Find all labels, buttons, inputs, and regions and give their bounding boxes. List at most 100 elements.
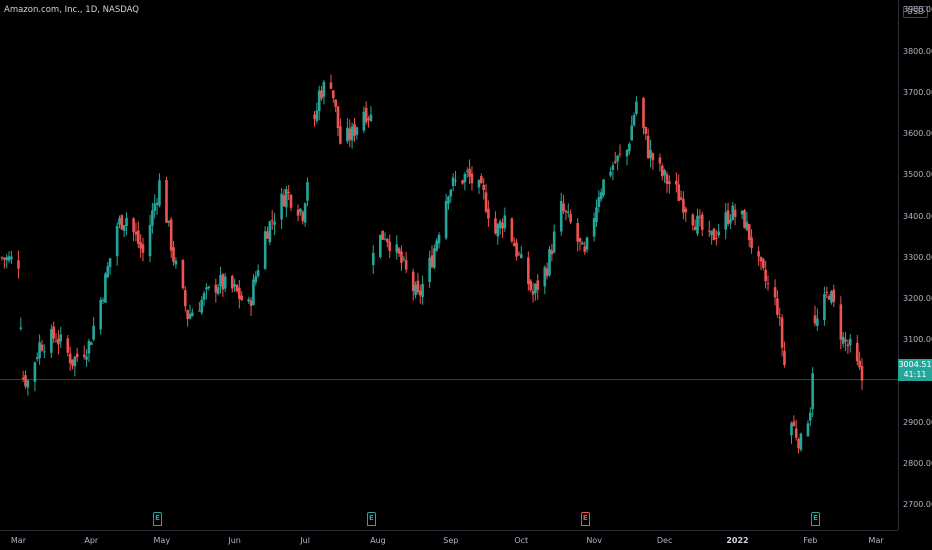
candle-body <box>172 247 175 262</box>
candle-body <box>367 118 370 121</box>
candle-body <box>794 428 798 438</box>
candle-body <box>726 210 730 225</box>
candle-body <box>122 225 126 231</box>
time-tick-label: Dec <box>656 536 673 545</box>
candle-body <box>3 257 6 260</box>
candle-body <box>682 199 685 213</box>
time-scale[interactable] <box>0 530 898 550</box>
candle-body <box>677 184 681 201</box>
candle-body <box>759 256 763 262</box>
candle-body <box>92 325 95 340</box>
time-tick-label: Jun <box>228 536 241 545</box>
candle-body <box>578 237 582 242</box>
candle-body <box>71 359 74 366</box>
candle-body <box>285 189 288 208</box>
candle-body <box>569 213 572 223</box>
candle-body <box>395 244 399 253</box>
candle-body <box>743 210 746 228</box>
candle-body <box>444 200 448 239</box>
candle-body <box>186 310 189 320</box>
candle-body <box>348 128 352 140</box>
candle-body <box>40 344 44 351</box>
candle-body <box>827 296 831 300</box>
candle-body <box>696 215 699 234</box>
price-tick-label: 3200.00 <box>903 294 932 304</box>
price-scale[interactable] <box>898 0 932 530</box>
candle-body <box>712 228 716 241</box>
time-tick-label: Nov <box>586 536 602 545</box>
candle-body <box>155 202 159 205</box>
bar-countdown: 41:11 <box>903 370 927 379</box>
candle-body <box>339 126 342 144</box>
earnings-marker-icon[interactable]: E <box>580 512 590 526</box>
price-tick-label: 3600.00 <box>903 129 932 139</box>
price-tick-label: 3400.00 <box>903 211 932 221</box>
candle-body <box>207 286 211 289</box>
candle-body <box>750 237 753 249</box>
candle-body <box>487 208 490 219</box>
candle-body <box>240 295 243 301</box>
candle-body <box>856 342 859 362</box>
candle-body <box>611 165 615 170</box>
candle-body <box>766 283 770 285</box>
candle-body <box>576 223 579 242</box>
candle-body <box>59 334 63 342</box>
symbol-title[interactable]: Amazon.com, Inc., 1D, NASDAQ <box>4 5 139 15</box>
candle-body <box>613 161 617 163</box>
candle-body <box>724 212 728 230</box>
candle-body <box>534 283 537 294</box>
candle-body <box>313 114 316 119</box>
candle-body <box>183 290 187 307</box>
earnings-marker-icon[interactable]: E <box>153 512 163 526</box>
candle-body <box>710 230 713 236</box>
candle-body <box>404 260 408 270</box>
earnings-marker-icon[interactable]: E <box>366 512 376 526</box>
time-tick-label: Aug <box>370 536 386 545</box>
candle-body <box>73 356 77 367</box>
candle-body <box>658 157 662 164</box>
candle-body <box>809 412 812 421</box>
candle-body <box>776 298 779 315</box>
candle-body <box>230 275 234 289</box>
candle-body <box>87 341 91 354</box>
candle-body <box>350 126 354 141</box>
candle-body <box>188 313 192 319</box>
earnings-marker-icon[interactable]: E <box>811 512 820 526</box>
candle-body <box>691 214 695 226</box>
candle-body <box>806 423 810 437</box>
candle-body <box>5 257 8 261</box>
candle-body <box>50 329 53 353</box>
candle-body <box>296 209 300 216</box>
candle-body <box>134 231 138 235</box>
candle-body <box>136 230 140 244</box>
candle-body <box>153 203 157 211</box>
time-tick-label: Mar <box>868 536 884 545</box>
candle-body <box>369 114 373 122</box>
candle-body <box>411 271 415 292</box>
candle-body <box>797 439 800 449</box>
currency-badge[interactable]: USD <box>903 6 929 18</box>
candlestick-chart[interactable] <box>0 0 898 530</box>
candle-body <box>510 218 514 242</box>
candle-body <box>527 257 530 285</box>
candle-body <box>501 222 504 229</box>
candle-body <box>249 300 253 306</box>
price-tick-label: 3700.00 <box>903 87 932 97</box>
candle-body <box>449 189 453 197</box>
candle-body <box>823 293 826 321</box>
candle-body <box>496 224 500 237</box>
candle-body <box>289 194 293 208</box>
candle-body <box>181 260 185 289</box>
candle-body <box>825 291 829 293</box>
price-tick-label: 2800.00 <box>903 459 932 468</box>
candle-body <box>731 205 735 220</box>
candle-body <box>17 260 20 269</box>
candle-body <box>684 208 688 213</box>
candle-body <box>665 174 669 184</box>
candle-body <box>24 375 27 387</box>
candle-body <box>764 269 767 282</box>
candle-body <box>860 366 864 381</box>
time-tick-label: Apr <box>84 536 99 545</box>
candle-body <box>698 216 702 218</box>
candle-body <box>618 153 622 155</box>
